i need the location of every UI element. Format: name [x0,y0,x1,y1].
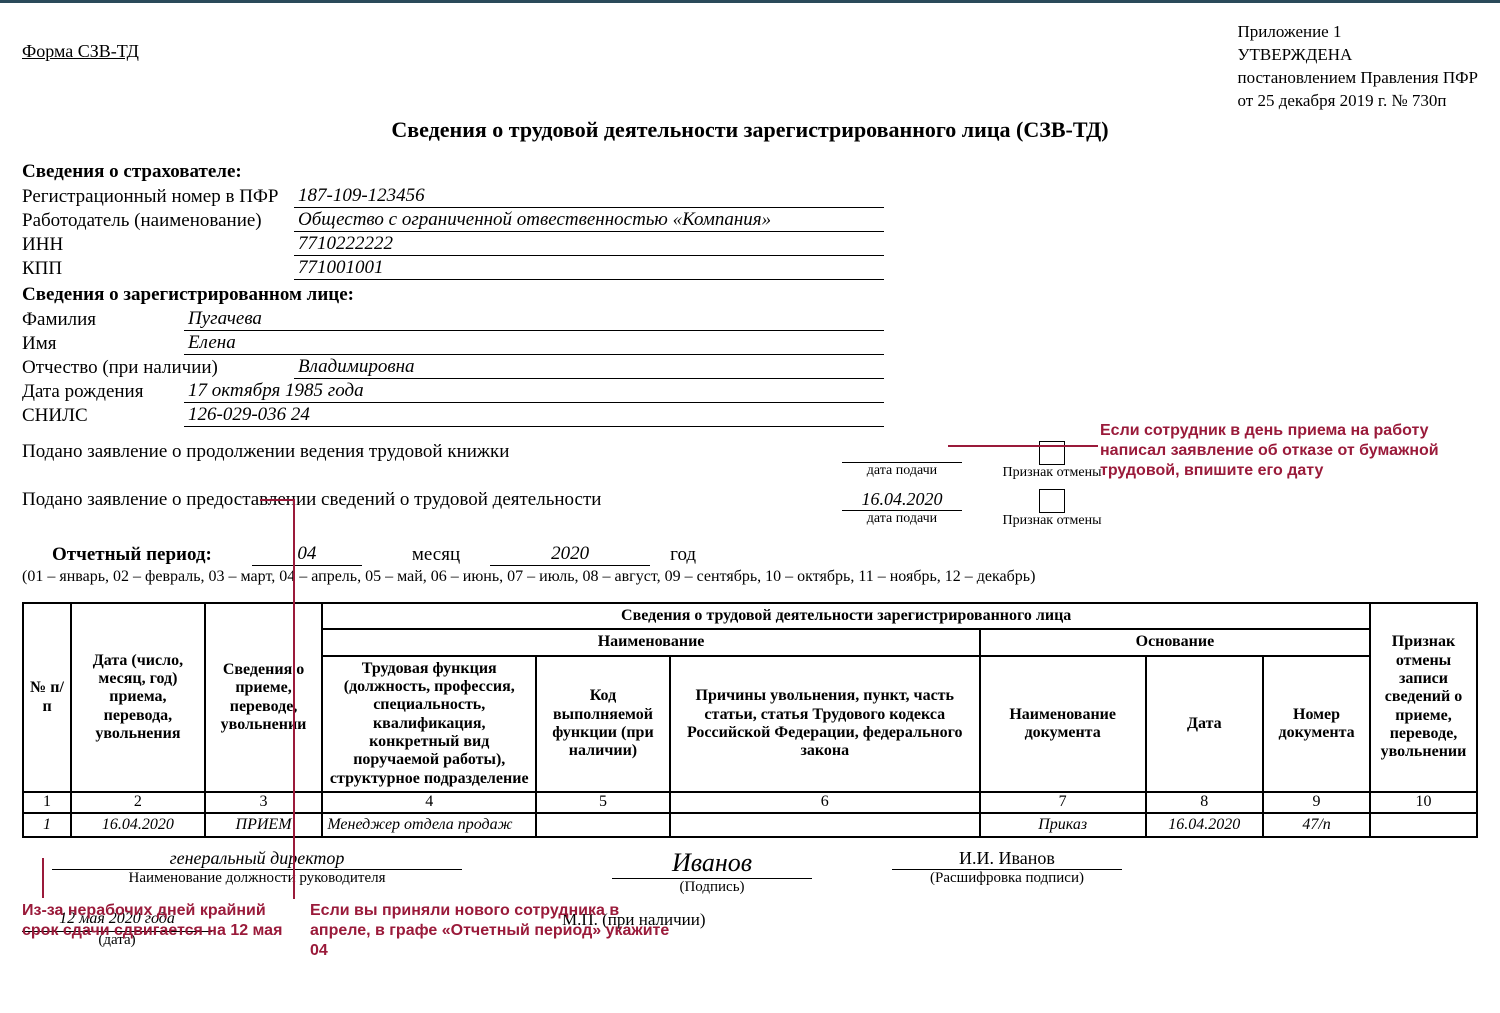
appendix-line: Приложение 1 [1237,21,1478,44]
th-docdate: Дата [1146,656,1264,793]
document-title: Сведения о трудовой деятельности зарегис… [22,117,1478,143]
appendix-line: УТВЕРЖДЕНА [1237,44,1478,67]
cancel-caption: Признак отмены [992,465,1112,481]
snils-label: СНИЛС [22,405,184,427]
app-info-date: 16.04.2020 [842,489,962,511]
reg-value: 187-109-123456 [294,185,884,208]
reg-label: Регистрационный номер в ПФР [22,186,294,208]
annotation-line [260,499,294,501]
cancel-caption: Признак отмены [992,513,1112,529]
date-caption: дата подачи [842,511,962,527]
cell-n: 1 [23,813,71,837]
annotation-line [293,499,295,899]
colnum: 6 [670,792,980,812]
cell-docname: Приказ [980,813,1146,837]
kpp-value: 771001001 [294,257,884,280]
th-event: Сведения о приеме, переводе, увольнении [205,603,323,793]
employer-value: Общество с ограниченной отвественностью … [294,209,884,232]
annotation-right: Если сотрудник в день приема на работу н… [1100,421,1480,481]
th-docname: Наименование документа [980,656,1146,793]
sig-decode-cap: (Расшифровка подписи) [892,870,1122,887]
surname-value: Пугачева [184,308,884,331]
name-value: Елена [184,332,884,355]
dob-label: Дата рождения [22,381,184,403]
form-code: Форма СЗВ-ТД [22,41,139,113]
colnum: 5 [536,792,670,812]
sig-sign: Иванов [612,848,812,879]
app-continue-date [842,441,962,463]
th-func: Трудовая функция (должность, профессия, … [322,656,536,793]
appendix-block: Приложение 1 УТВЕРЖДЕНА постановлением П… [1237,21,1478,113]
kpp-label: КПП [22,258,294,280]
colnum: 10 [1370,792,1477,812]
person-heading: Сведения о зарегистрированном лице: [22,284,1478,306]
inn-label: ИНН [22,234,294,256]
colnum: 9 [1263,792,1370,812]
app-info-text: Подано заявление о предоставлении сведен… [22,489,782,511]
sig-position-cap: Наименование должности руководителя [52,870,462,887]
months-legend: (01 – январь, 02 – февраль, 03 – март, 0… [22,568,1478,586]
snils-value: 126-029-036 24 [184,404,884,427]
name-label: Имя [22,333,184,355]
cell-event: ПРИЕМ [205,813,323,837]
date-caption: дата подачи [842,463,962,479]
th-cancel: Признак отмены записи сведений о приеме,… [1370,603,1477,793]
th-name-group: Наименование [322,629,979,655]
th-n: № п/п [23,603,71,793]
colnum: 1 [23,792,71,812]
th-code: Код выполняемой функции (при наличии) [536,656,670,793]
period-month: 04 [252,543,362,566]
period-year-word: год [670,544,696,566]
activity-table: № п/п Дата (число, месяц, год) приема, п… [22,602,1478,838]
colnum: 8 [1146,792,1264,812]
app-continue-text: Подано заявление о продолжении ведения т… [22,441,782,463]
colnum: 7 [980,792,1146,812]
period-label: Отчетный период: [52,544,212,566]
cell-func: Менеджер отдела продаж [322,813,536,837]
cell-code [536,813,670,837]
cancel-checkbox[interactable] [1039,489,1065,513]
th-group: Сведения о трудовой деятельности зарегис… [322,603,1370,629]
annotation-period: Если вы приняли нового сотрудника в апре… [310,901,670,961]
th-reason: Причины увольнения, пункт, часть статьи,… [670,656,980,793]
annotation-line [42,858,44,898]
cell-docdate: 16.04.2020 [1146,813,1264,837]
appendix-line: постановлением Правления ПФР [1237,67,1478,90]
annotation-line [1068,445,1098,447]
cell-reason [670,813,980,837]
sig-decode: И.И. Иванов [892,848,1122,870]
sig-sign-cap: (Подпись) [612,879,812,896]
employer-label: Работодатель (наименование) [22,210,294,232]
inn-value: 7710222222 [294,233,884,256]
th-date: Дата (число, месяц, год) приема, перевод… [71,603,205,793]
annotation-deadline: Из-за нерабочих дней крайний срок сдачи … [22,901,302,941]
dob-value: 17 октября 1985 года [184,380,884,403]
sig-position: генеральный директор [52,848,462,870]
colnum: 4 [322,792,536,812]
surname-label: Фамилия [22,309,184,331]
appendix-line: от 25 декабря 2019 г. № 730п [1237,90,1478,113]
colnum: 2 [71,792,205,812]
patronymic-label: Отчество (при наличии) [22,357,294,379]
patronymic-value: Владимировна [294,356,884,379]
cell-docnum: 47/п [1263,813,1370,837]
th-basis-group: Основание [980,629,1370,655]
th-docnum: Номер документа [1263,656,1370,793]
colnum: 3 [205,792,323,812]
period-month-word: месяц [412,544,460,566]
insurer-heading: Сведения о страхователе: [22,161,1478,183]
cell-cancel [1370,813,1477,837]
period-year: 2020 [490,543,650,566]
cell-date: 16.04.2020 [71,813,205,837]
